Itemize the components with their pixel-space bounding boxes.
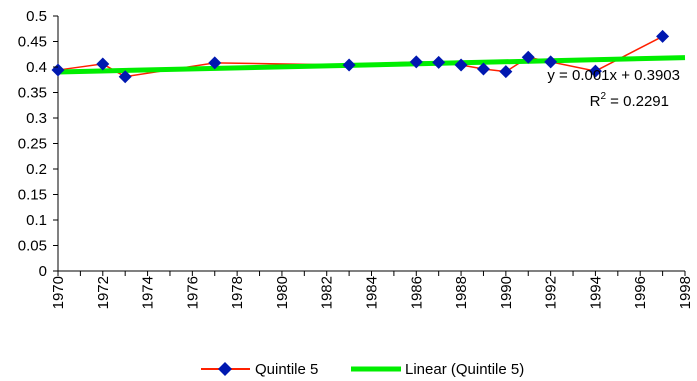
x-tick-label: 1996 [632,276,649,309]
linear-trendline [57,55,686,75]
x-tick-label: 1986 [408,276,425,309]
x-tick-label: 1972 [95,276,112,309]
data-point-marker [544,55,558,69]
r-squared-symbol: R [590,93,601,110]
data-point-marker [476,62,490,76]
data-point-marker [499,65,513,79]
legend-quintile5-label: Quintile 5 [255,361,318,378]
x-tick-label: 1984 [364,276,381,309]
legend: Quintile 5 Linear (Quintile 5) [201,361,524,378]
y-tick-label: 0.4 [26,59,47,76]
y-tick-label: 0 [39,263,47,280]
x-tick-label: 1988 [453,276,470,309]
x-tick-label: 1978 [229,276,246,309]
y-tick-label: 0.2 [26,161,47,178]
x-tick-label: 1976 [184,276,201,309]
x-tick-label: 1998 [677,276,694,309]
y-tick-label: 0.45 [18,34,47,51]
r-squared-value: = 0.2291 [606,93,669,110]
data-point-marker [51,63,65,77]
data-point-marker [96,57,110,71]
data-point-marker [432,55,446,69]
trendline-r-squared: R2 = 0.2291 [590,91,669,110]
y-tick-label: 0.3 [26,110,47,127]
x-tick-label: 1994 [587,276,604,309]
series-markers [51,29,670,84]
x-tick-label: 1990 [498,276,515,309]
x-tick-label: 1982 [319,276,336,309]
y-tick-label: 0.1 [26,212,47,229]
x-tick-label: 1974 [140,276,157,309]
legend-quintile5-marker [218,362,232,376]
data-point-marker [521,50,535,64]
trendline-layer [57,55,686,75]
data-point-marker [118,70,132,84]
plot-area [57,16,685,272]
x-axis-ticks: 1970 1972 1974 1976 1978 1980 1982 1984 1986 1988… [50,271,694,309]
x-tick-label: 1970 [50,276,67,309]
r-squared-exponent: 2 [600,91,606,102]
y-tick-label: 0.5 [26,8,47,25]
data-point-marker [656,29,670,43]
trendline-equation: y = 0.001x + 0.3903 [547,67,680,84]
y-axis-ticks: 0 0.05 0.1 0.15 0.2 0.25 0.3 0.35 0.4 0.45 0.5 [18,8,58,280]
data-point-marker [409,55,423,69]
y-tick-label: 0.25 [18,136,47,153]
y-tick-label: 0.05 [18,238,47,255]
x-tick-label: 1992 [543,276,560,309]
data-point-marker [208,56,222,70]
data-point-marker [342,58,356,72]
y-tick-label: 0.15 [18,187,47,204]
data-point-marker [454,58,468,72]
x-tick-label: 1980 [274,276,291,309]
y-tick-label: 0.35 [18,85,47,102]
data-point-marker [588,64,602,78]
legend-linear-label: Linear (Quintile 5) [405,361,524,378]
